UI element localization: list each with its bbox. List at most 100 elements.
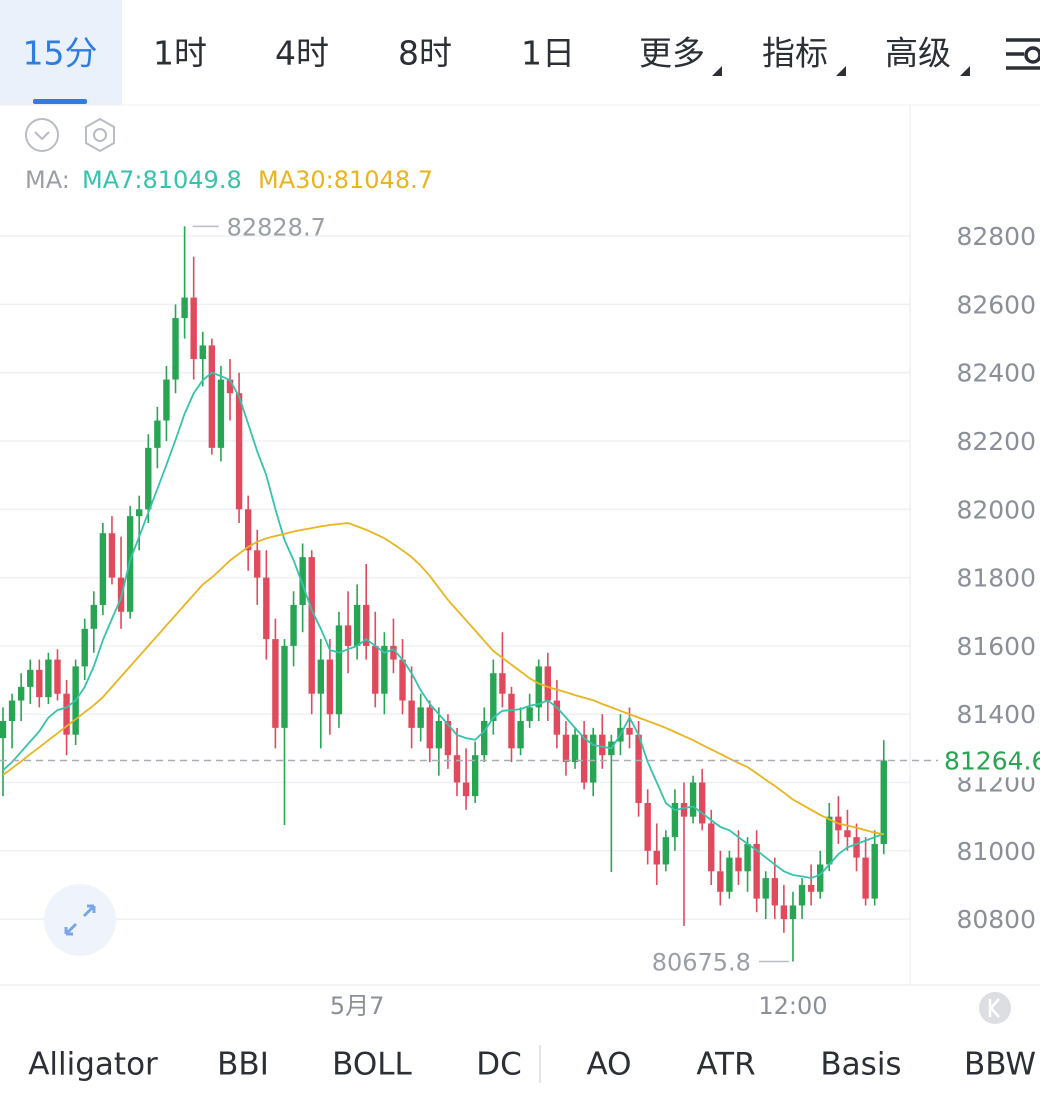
candle-body [844,830,851,838]
candle-body [244,509,252,551]
timeframe-tab[interactable]: 4时 [275,34,329,73]
candle-body [862,857,869,899]
candle-body [807,884,815,892]
candle-body [490,673,497,722]
candle-body [435,721,443,749]
candle-body [462,782,470,797]
indicator-tab[interactable]: ATR [696,1047,755,1083]
indicator-tab[interactable]: BBW [964,1047,1036,1083]
candle-body [780,905,788,920]
candle-body [708,823,715,872]
candle-body [335,625,343,715]
candle-body [272,639,279,728]
candle-body [680,802,688,817]
candle-body [235,393,243,510]
y-tick-label: 82400 [956,359,1036,388]
candle-body [544,666,551,701]
candle-body [626,727,633,735]
candle-body [871,843,878,899]
candle-body [526,707,533,722]
candle-body [471,755,479,797]
timeframe-tab[interactable]: 15分 [23,34,98,73]
candle-body [653,850,660,865]
selected-tab-bg [0,0,122,105]
candle-body [36,669,43,698]
candle-body [353,604,361,646]
candle-body [136,509,143,517]
candle-body [798,884,806,906]
candle-body [744,843,751,872]
indicator-tab[interactable]: Alligator [28,1047,158,1083]
chart-tools[interactable] [25,117,115,153]
candle-body [590,734,597,783]
settings-icon[interactable] [1006,38,1040,70]
candle-body [190,297,197,360]
candle-body [553,700,561,735]
indicator-tab[interactable]: BOLL [332,1047,412,1083]
timeframe-tab[interactable]: 更多 [639,34,705,73]
candle-body [735,857,742,872]
candle-body [45,659,52,698]
y-tick-label: 80800 [956,905,1036,934]
candle-body [444,721,452,756]
candle-body [817,864,824,892]
candle-body [580,734,588,783]
high-label: 82828.7 [227,213,326,241]
indicator-tab[interactable]: AO [586,1047,631,1083]
y-tick-label: 81000 [956,837,1036,866]
candle-body [408,700,415,728]
timeframe-tab[interactable]: 高级 [885,34,951,73]
k-button[interactable] [979,992,1011,1024]
tab-indicator [33,99,87,104]
candle-body [226,379,234,394]
dropdown-arrows [712,66,970,76]
candle-body [599,734,606,756]
candle-body [671,802,679,838]
y-tick-label: 82200 [956,427,1036,456]
timeframe-tab[interactable]: 8时 [398,34,452,73]
timeframe-tab[interactable]: 1日 [521,34,575,73]
candle-body [499,673,506,694]
x-tick-label: 12:00 [758,992,827,1020]
low-label: 80675.8 [652,949,751,977]
y-tick-label: 81800 [956,564,1036,593]
plot-area: 8080081000812008140081600818008200082200… [0,105,1040,1020]
candle-body [81,628,88,667]
candle-body [826,816,833,865]
legend-entry: MA30:81048.7 [258,166,433,194]
candle-body [880,760,887,844]
candle-body [381,645,388,694]
indicator-tab[interactable]: Basis [820,1047,901,1083]
indicator-tab[interactable]: BBI [217,1047,269,1083]
expand-button[interactable] [44,884,116,956]
candle-body [789,905,797,920]
candle-body [535,666,542,708]
candle-body [372,645,379,694]
candle-body [399,659,406,701]
y-tick-label: 82600 [956,290,1036,319]
indicator-tabs: Alligator BBI BOLL DC AO ATR Basis BBW [28,1047,1036,1083]
candle-body [181,297,188,319]
candle-body [453,755,461,783]
candle-body [481,721,488,756]
candle-body [517,721,524,749]
ma-line [2,371,885,880]
candle-body [571,734,579,763]
candle-body [281,645,288,728]
candle-body [762,878,769,899]
candle-body [299,557,306,605]
indicator-tab[interactable]: DC [476,1047,522,1083]
x-tick-label: 5月7 [330,992,385,1020]
candle-body [217,379,225,448]
timeframe-tab[interactable]: 1时 [153,34,207,73]
timeframe-tab[interactable]: 指标 [762,34,828,73]
candle-body [635,734,642,803]
candle-body [562,734,570,763]
candle-body [426,707,433,749]
candle-body [390,645,397,660]
candle-body [54,659,61,694]
candle-body [717,871,724,892]
candle-body [0,721,7,739]
candle-body [771,878,778,906]
